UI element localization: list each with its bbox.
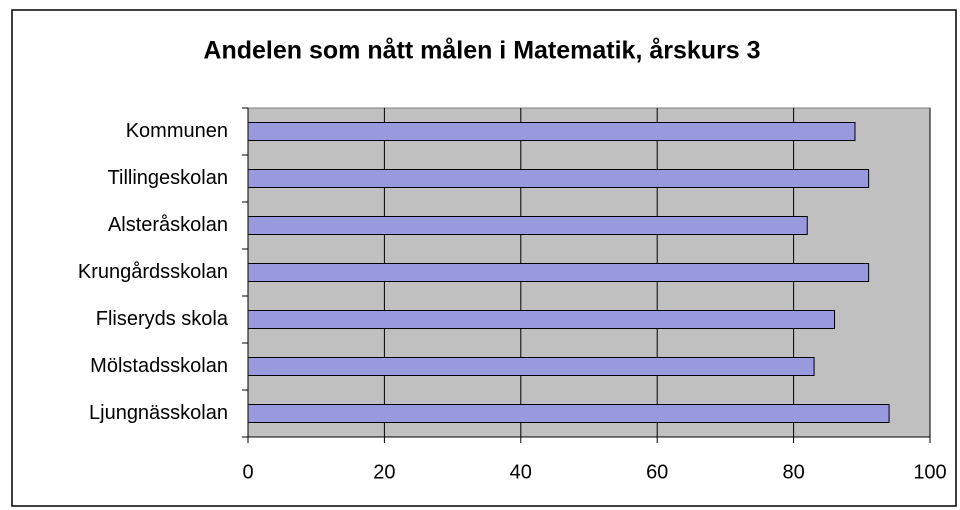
x-tick-label: 100 [913,461,946,483]
bar [247,357,815,376]
bar [247,310,836,329]
x-tick-label: 40 [510,461,532,483]
chart-title: Andelen som nått målen i Matematik, årsk… [203,37,760,65]
y-tick-label: Krungårdsskolan [78,261,228,283]
bar [247,263,870,282]
bar [247,169,870,188]
x-tick-label: 20 [373,461,395,483]
bar [247,216,808,235]
y-tick-label: Alsteråskolan [108,214,228,236]
y-tick-label: Kommunen [126,120,228,142]
y-tick-label: Fliseryds skola [96,308,229,330]
bar [247,404,890,423]
x-tick-label: 60 [646,461,668,483]
y-tick-label: Mölstadsskolan [90,355,228,377]
x-tick-label: 0 [242,461,253,483]
y-tick-label: Ljungnässkolan [89,402,228,424]
bar [247,122,856,141]
x-tick-label: 80 [782,461,804,483]
y-tick-label: Tillingeskolan [108,167,228,189]
